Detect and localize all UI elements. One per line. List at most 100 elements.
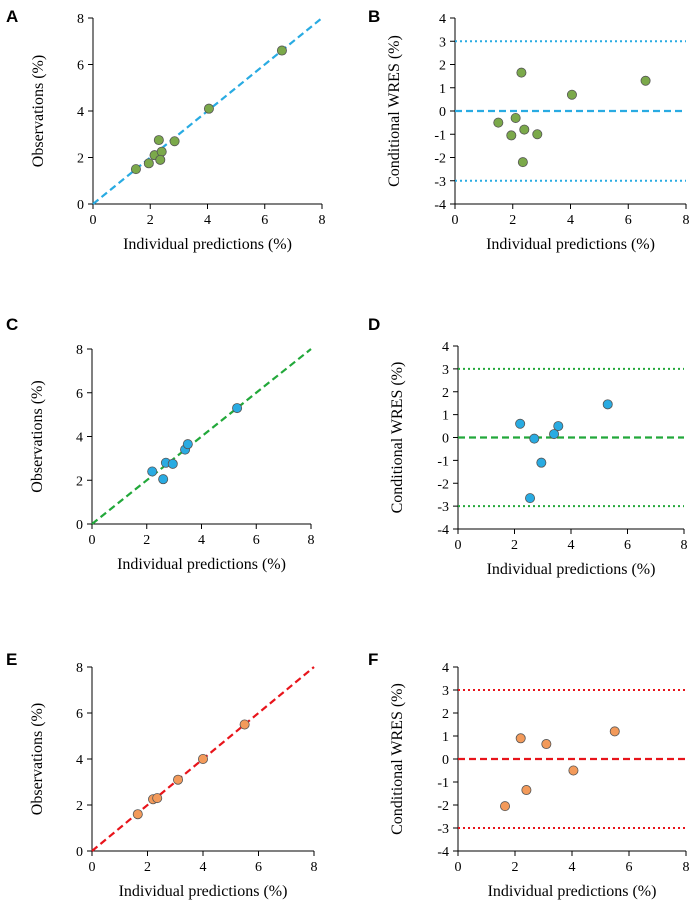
y-tick-label: -2 <box>437 477 449 492</box>
y-tick-label: 4 <box>77 105 84 120</box>
data-point <box>506 130 517 141</box>
x-tick-label: 2 <box>147 213 154 228</box>
x-tick-label: 8 <box>311 860 318 875</box>
chart-panel-a: A 0 2 4 6 8 0 2 4 6 8 Individual predictions (%) Obs… <box>6 7 326 253</box>
y-tick-label: 0 <box>76 518 83 533</box>
data-point <box>602 399 613 410</box>
data-point <box>197 754 208 765</box>
data-point <box>553 421 564 432</box>
x-tick-label: 8 <box>683 213 690 228</box>
x-tick-label: 0 <box>455 860 462 875</box>
y-axis-title: Observations (%) <box>29 703 46 815</box>
y-tick-label: -1 <box>437 776 449 791</box>
y-tick-label: 0 <box>439 105 446 120</box>
data-point <box>276 45 287 56</box>
y-tick-label: 8 <box>77 12 84 27</box>
x-tick-label: 2 <box>511 538 518 553</box>
x-tick-label: 2 <box>144 860 151 875</box>
x-tick-label: 4 <box>200 860 207 875</box>
x-axis-title: Individual predictions (%) <box>119 883 288 900</box>
y-tick-label: 2 <box>76 474 83 489</box>
x-tick-label: 0 <box>90 213 97 228</box>
data-point <box>153 135 164 146</box>
data-point <box>566 89 577 100</box>
data-point <box>182 439 193 450</box>
x-tick-label: 8 <box>683 860 690 875</box>
y-tick-label: -3 <box>437 822 449 837</box>
data-point <box>500 801 511 812</box>
y-tick-label: 4 <box>442 340 449 355</box>
x-tick-label: 6 <box>261 213 268 228</box>
data-point <box>515 418 526 429</box>
x-tick-label: 0 <box>452 213 459 228</box>
data-point <box>516 67 527 78</box>
x-axis-title: Individual predictions (%) <box>123 236 292 253</box>
y-axis-title: Conditional WRES (%) <box>389 683 406 835</box>
data-point <box>155 154 166 165</box>
y-tick-label: 1 <box>442 409 449 424</box>
y-tick-label: 4 <box>76 431 83 446</box>
y-tick-label: 3 <box>442 684 449 699</box>
x-tick-label: 0 <box>89 533 96 548</box>
y-axis-title: Observations (%) <box>30 55 47 167</box>
y-tick-label: 3 <box>442 363 449 378</box>
x-tick-label: 2 <box>512 860 519 875</box>
y-axis-title: Observations (%) <box>29 380 46 492</box>
y-tick-label: 0 <box>76 845 83 860</box>
panel-letter: E <box>6 650 17 669</box>
y-tick-label: -2 <box>434 152 446 167</box>
data-point <box>143 158 154 169</box>
data-point <box>640 75 651 86</box>
y-tick-label: -2 <box>437 799 449 814</box>
data-point <box>152 793 163 804</box>
y-axis-title: Conditional WRES (%) <box>389 362 406 514</box>
data-point <box>515 733 526 744</box>
data-point <box>493 117 504 128</box>
data-point <box>169 136 180 147</box>
panel-letter: F <box>368 650 378 669</box>
data-point <box>525 493 536 504</box>
panel-letter: B <box>368 7 380 26</box>
data-point <box>156 146 167 157</box>
x-axis-title: Individual predictions (%) <box>487 561 656 578</box>
y-tick-label: -4 <box>434 198 446 213</box>
x-tick-label: 8 <box>308 533 315 548</box>
x-tick-label: 0 <box>455 538 462 553</box>
data-point <box>510 112 521 123</box>
data-point <box>529 433 540 444</box>
y-tick-label: 4 <box>439 12 446 27</box>
y-tick-label: -4 <box>437 845 449 860</box>
y-tick-label: 2 <box>439 59 446 74</box>
x-tick-label: 4 <box>204 213 211 228</box>
x-tick-label: 6 <box>624 538 631 553</box>
data-point <box>158 474 169 485</box>
x-tick-label: 6 <box>255 860 262 875</box>
data-point <box>541 739 552 750</box>
data-point <box>147 466 158 477</box>
x-tick-label: 8 <box>319 213 326 228</box>
chart-panel-b: B 0 2 4 6 8 -4 -3 -2 -1 0 1 2 3 4 Individual prediction… <box>368 7 690 253</box>
chart-panel-f: F 0 2 4 6 8 -4 -3 -2 -1 0 1 2 3 4 Individual prediction… <box>368 650 690 900</box>
data-point <box>173 774 184 785</box>
data-point <box>239 719 250 730</box>
y-tick-label: 0 <box>442 753 449 768</box>
y-tick-label: 1 <box>439 82 446 97</box>
data-point <box>521 785 532 796</box>
y-tick-label: -1 <box>434 128 446 143</box>
x-tick-label: 4 <box>569 860 576 875</box>
y-tick-label: 0 <box>77 198 84 213</box>
panel-letter: A <box>6 7 18 26</box>
data-point <box>517 157 528 168</box>
y-tick-label: -4 <box>437 523 449 538</box>
y-tick-label: 2 <box>442 386 449 401</box>
y-tick-label: 4 <box>442 661 449 676</box>
data-point <box>532 129 543 140</box>
y-tick-label: 1 <box>442 730 449 745</box>
y-tick-label: 2 <box>77 152 84 167</box>
data-point <box>609 726 620 737</box>
panel-letter: D <box>368 315 380 334</box>
y-tick-label: -1 <box>437 454 449 469</box>
x-tick-label: 6 <box>626 860 633 875</box>
x-tick-label: 4 <box>567 213 574 228</box>
